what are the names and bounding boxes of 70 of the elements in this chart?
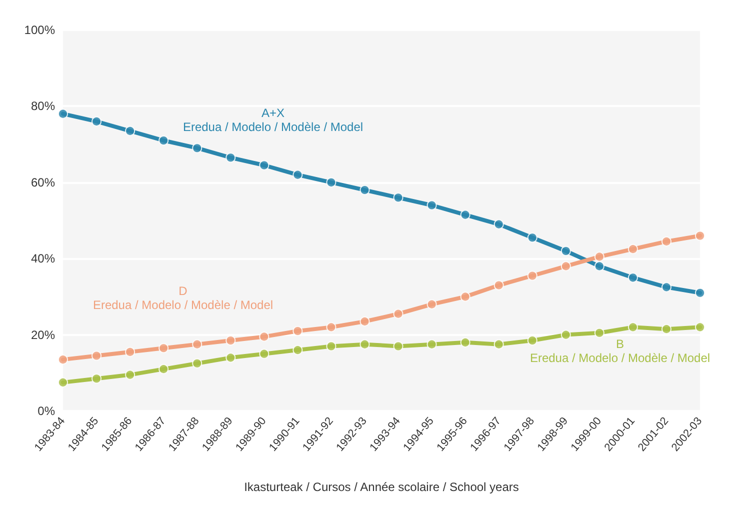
- y-tick-label: 20%: [30, 328, 56, 342]
- point: [594, 328, 604, 338]
- point: [628, 244, 638, 254]
- x-axis-title: Ikasturteak / Cursos / Année scolaire / School years: [244, 480, 519, 494]
- series-label: A+X Eredua / Modelo / Modèle / Model: [182, 106, 364, 134]
- point: [628, 322, 638, 332]
- point: [259, 348, 270, 359]
- point: [460, 292, 470, 302]
- point: [158, 135, 169, 146]
- point: [125, 126, 136, 136]
- point: [58, 108, 68, 119]
- y-tick-label: 80%: [30, 99, 56, 114]
- point: [393, 308, 404, 319]
- y-tick-label: 100%: [24, 23, 56, 37]
- point: [58, 377, 68, 388]
- point: [192, 339, 202, 350]
- point: [460, 210, 470, 220]
- point: [326, 322, 336, 332]
- point: [594, 261, 604, 272]
- point: [494, 339, 504, 350]
- point: [292, 345, 303, 356]
- point: [360, 339, 370, 350]
- point: [527, 336, 538, 346]
- y-tick-label: 40%: [30, 252, 56, 266]
- point: [594, 252, 604, 262]
- point: [695, 322, 705, 332]
- point: [661, 236, 672, 246]
- point: [527, 270, 538, 281]
- point: [226, 336, 236, 346]
- point: [192, 358, 202, 368]
- point: [494, 219, 504, 230]
- point: [426, 299, 437, 310]
- point: [292, 326, 303, 336]
- point: [661, 282, 672, 292]
- point: [360, 185, 370, 196]
- point: [393, 341, 404, 352]
- point: [426, 200, 437, 210]
- point: [560, 261, 571, 272]
- point: [695, 288, 705, 298]
- series-label: D Eredua / Modelo / Modèle / Model: [92, 284, 274, 312]
- point: [560, 246, 571, 256]
- point: [226, 152, 236, 163]
- point: [92, 116, 102, 126]
- point: [125, 370, 136, 380]
- point: [426, 339, 437, 350]
- point: [628, 272, 638, 283]
- series-label: B Eredua / Modelo / Modèle / Model: [530, 337, 710, 365]
- point: [527, 232, 538, 243]
- point: [92, 350, 102, 361]
- point: [226, 352, 236, 363]
- y-tick-label: 0%: [38, 404, 56, 418]
- point: [192, 143, 202, 154]
- point: [326, 341, 336, 352]
- point: [460, 337, 470, 348]
- point: [158, 343, 169, 354]
- point: [560, 330, 571, 340]
- point: [661, 324, 672, 334]
- point: [326, 177, 336, 188]
- y-tick-label: 60%: [30, 175, 56, 190]
- point: [695, 230, 705, 241]
- point: [494, 280, 504, 290]
- point: [125, 346, 136, 357]
- point: [360, 316, 370, 326]
- point: [292, 170, 303, 180]
- point: [259, 160, 270, 170]
- point: [58, 354, 68, 365]
- point: [259, 332, 270, 342]
- point: [158, 364, 169, 374]
- point: [92, 374, 102, 384]
- point: [393, 192, 404, 203]
